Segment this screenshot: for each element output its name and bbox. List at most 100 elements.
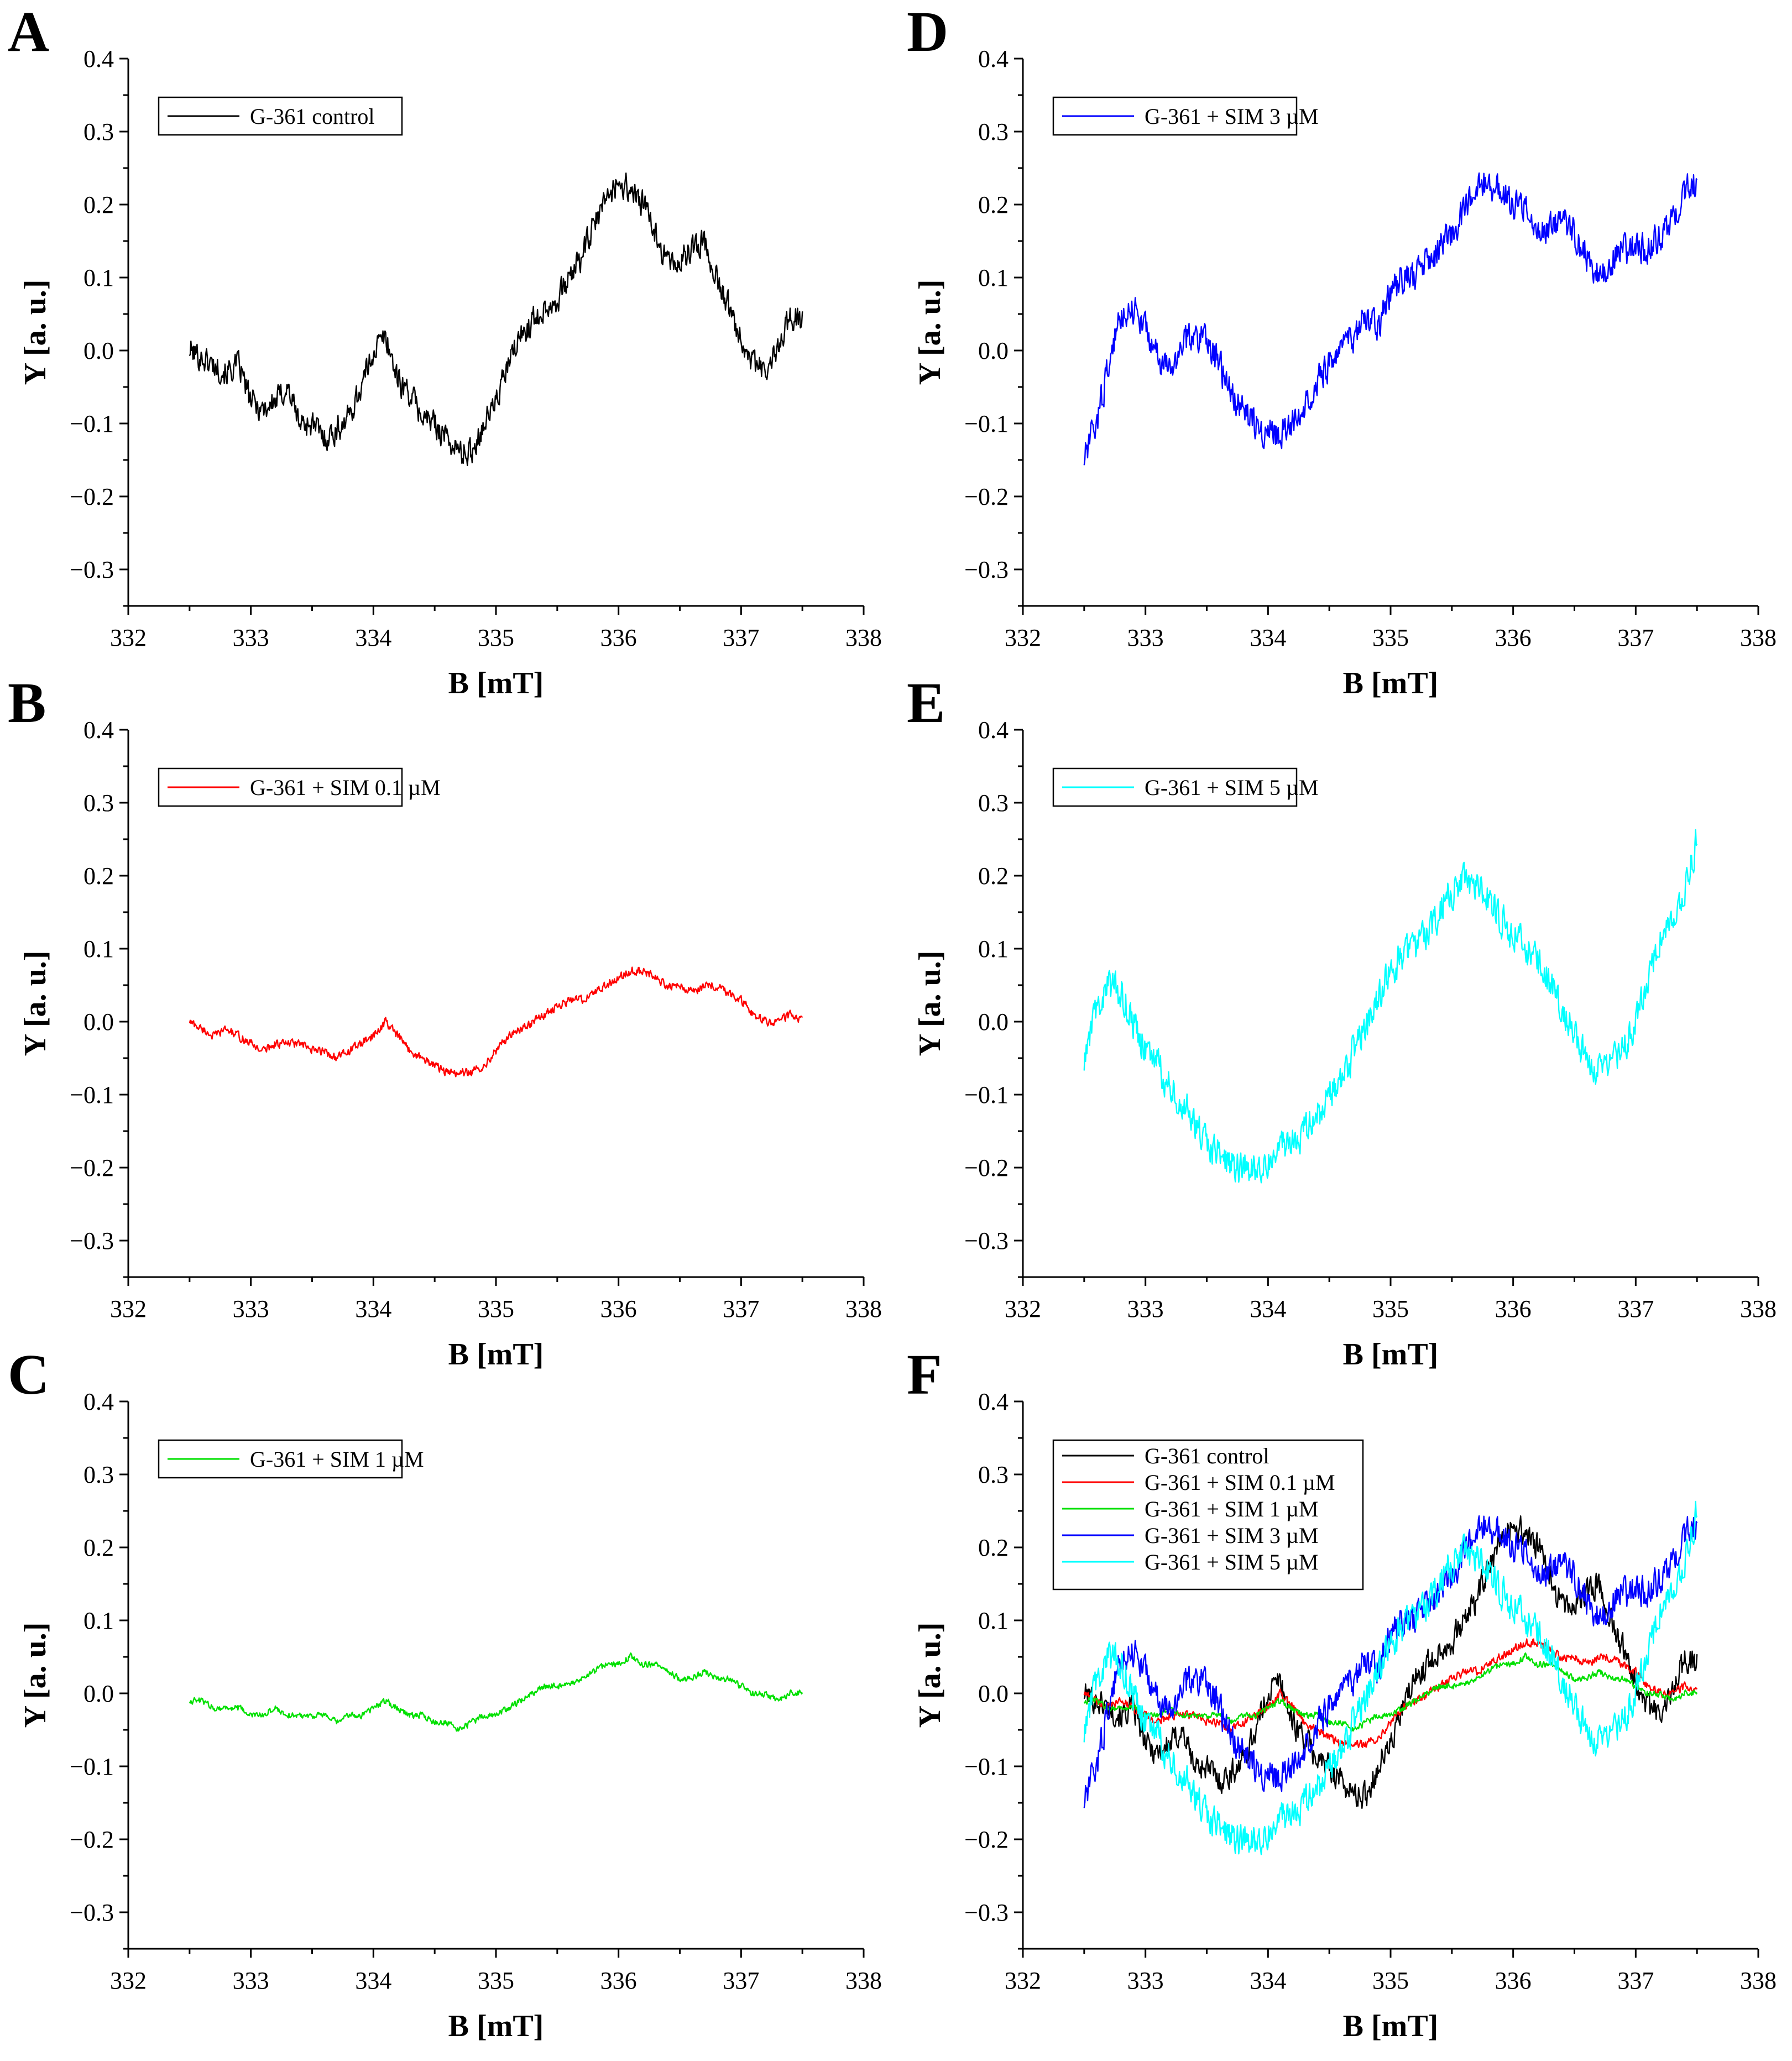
y-tick-label: −0.3 — [964, 556, 1009, 583]
panel-b: B 332 333 334 335 336 337 338 −0.3 −0.2 −0.1 0.0 0.1… — [8, 671, 882, 1372]
y-tick-label: 0.0 — [83, 337, 114, 364]
legend-entry-label: G-361 control — [1145, 1443, 1269, 1468]
y-tick-label: 0.4 — [83, 716, 114, 744]
y-tick-label: −0.3 — [70, 556, 114, 583]
panel-c: C 332 333 334 335 336 337 338 −0.3 −0.2 −0.1 0.0 0.1… — [8, 1343, 882, 2043]
x-tick-label: 333 — [1127, 1295, 1164, 1322]
legend-entry-label: G-361 + SIM 3 µM — [1145, 1523, 1319, 1548]
x-tick-label: 333 — [1127, 624, 1164, 651]
x-tick-label: 332 — [110, 1295, 147, 1322]
y-axis-title: Y [a. u.] — [18, 1623, 53, 1728]
y-tick-label: −0.1 — [70, 1753, 114, 1780]
x-tick-label: 337 — [723, 1967, 759, 1994]
x-tick-label: 335 — [1372, 1295, 1409, 1322]
x-tick-label: 335 — [478, 1295, 514, 1322]
panel-a: A 332 333 334 335 336 337 338 −0.3 −0.2 −0.1 0.0 0.1… — [8, 0, 882, 700]
x-tick-label: 334 — [355, 1967, 391, 1994]
panel-f: F 332 333 334 335 336 337 338 −0.3 −0.2 −0.1 0.0 0.1… — [907, 1343, 1777, 2043]
y-tick-label: −0.2 — [70, 483, 114, 510]
x-tick-label: 335 — [478, 1967, 514, 1994]
panel-e: E 332 333 334 335 336 337 338 −0.3 −0.2 −0.1 0.0 0.1… — [907, 671, 1777, 1372]
legend-entry-label: G-361 + SIM 0.1 µM — [1145, 1470, 1335, 1495]
series-line-g-361-sim-1-m — [190, 1653, 802, 1731]
y-axis-title: Y [a. u.] — [913, 280, 947, 385]
y-tick-label: 0.2 — [83, 1534, 114, 1561]
y-tick-label: −0.1 — [964, 1753, 1009, 1780]
x-tick-label: 337 — [1617, 1967, 1654, 1994]
y-tick-label: 0.1 — [978, 1607, 1009, 1634]
y-tick-label: 0.3 — [978, 789, 1009, 817]
x-axis-title: B [mT] — [1343, 2009, 1439, 2043]
panel-letter: C — [8, 1343, 49, 1406]
y-tick-label: −0.2 — [70, 1826, 114, 1853]
y-tick-label: 0.0 — [83, 1008, 114, 1035]
legend-entry-label: G-361 + SIM 3 µM — [1145, 104, 1319, 129]
x-tick-label: 335 — [1372, 624, 1409, 651]
x-tick-label: 337 — [1617, 624, 1654, 651]
x-tick-label: 336 — [1495, 624, 1532, 651]
y-tick-label: 0.2 — [978, 862, 1009, 890]
panel-letter: B — [8, 671, 46, 735]
x-tick-label: 338 — [1740, 1295, 1777, 1322]
y-tick-label: 0.4 — [83, 1388, 114, 1415]
x-tick-label: 335 — [1372, 1967, 1409, 1994]
series-line-g-361-sim-1-m — [1084, 1653, 1697, 1731]
y-tick-label: 0.2 — [83, 862, 114, 890]
y-tick-label: −0.2 — [964, 1154, 1009, 1181]
y-tick-label: 0.1 — [978, 935, 1009, 963]
y-tick-label: 0.1 — [83, 264, 114, 291]
y-tick-label: −0.2 — [964, 483, 1009, 510]
y-tick-label: 0.2 — [978, 1534, 1009, 1561]
y-tick-label: 0.3 — [83, 1461, 114, 1488]
y-tick-label: −0.3 — [70, 1899, 114, 1926]
x-tick-label: 334 — [355, 624, 391, 651]
y-tick-label: 0.0 — [978, 1680, 1009, 1707]
x-tick-label: 333 — [233, 1295, 269, 1322]
x-tick-label: 332 — [1005, 1967, 1041, 1994]
legend-entry-label: G-361 + SIM 5 µM — [1145, 1550, 1319, 1574]
y-tick-label: 0.2 — [978, 191, 1009, 218]
panel-d: D 332 333 334 335 336 337 338 −0.3 −0.2 −0.1 0.0 0.1… — [907, 0, 1777, 700]
y-tick-label: −0.3 — [964, 1227, 1009, 1254]
y-tick-label: −0.2 — [70, 1154, 114, 1181]
y-tick-label: −0.1 — [70, 410, 114, 437]
x-tick-label: 332 — [1005, 1295, 1041, 1322]
y-tick-label: 0.3 — [978, 1461, 1009, 1488]
y-tick-label: 0.0 — [978, 1008, 1009, 1035]
legend-entry-label: G-361 + SIM 0.1 µM — [250, 775, 441, 800]
y-axis-title: Y [a. u.] — [18, 280, 53, 385]
x-tick-label: 336 — [600, 1295, 637, 1322]
x-tick-label: 337 — [723, 624, 759, 651]
x-tick-label: 333 — [233, 624, 269, 651]
x-tick-label: 338 — [1740, 1967, 1777, 1994]
legend-entry-label: G-361 + SIM 1 µM — [1145, 1497, 1319, 1521]
x-tick-label: 338 — [845, 1967, 882, 1994]
x-axis-title: B [mT] — [1343, 666, 1439, 700]
y-tick-label: 0.3 — [83, 789, 114, 817]
y-axis-title: Y [a. u.] — [913, 1623, 947, 1728]
x-axis-title: B [mT] — [448, 2009, 544, 2043]
y-tick-label: 0.4 — [978, 1388, 1009, 1415]
figure: A 332 333 334 335 336 337 338 −0.3 −0.2 −0.1 0.0 0.1… — [0, 0, 1792, 2058]
x-tick-label: 333 — [1127, 1967, 1164, 1994]
series-line-g-361-control — [190, 173, 802, 465]
x-tick-label: 334 — [1250, 1967, 1286, 1994]
legend-entry-label: G-361 control — [250, 104, 375, 129]
x-tick-label: 338 — [845, 1295, 882, 1322]
x-tick-label: 337 — [723, 1295, 759, 1322]
y-tick-label: 0.1 — [83, 935, 114, 963]
x-tick-label: 336 — [600, 1967, 637, 1994]
y-tick-label: 0.1 — [83, 1607, 114, 1634]
y-tick-label: 0.2 — [83, 191, 114, 218]
x-tick-label: 333 — [233, 1967, 269, 1994]
y-tick-label: 0.0 — [83, 1680, 114, 1707]
panel-letter: E — [907, 671, 945, 735]
y-tick-label: −0.1 — [964, 1081, 1009, 1108]
series-line-g-361-sim-3-m — [1084, 173, 1697, 465]
x-tick-label: 338 — [1740, 624, 1777, 651]
x-tick-label: 334 — [1250, 1295, 1286, 1322]
panel-letter: D — [907, 0, 948, 64]
x-tick-label: 332 — [1005, 624, 1041, 651]
y-tick-label: −0.1 — [964, 410, 1009, 437]
panel-letter: A — [8, 0, 49, 64]
